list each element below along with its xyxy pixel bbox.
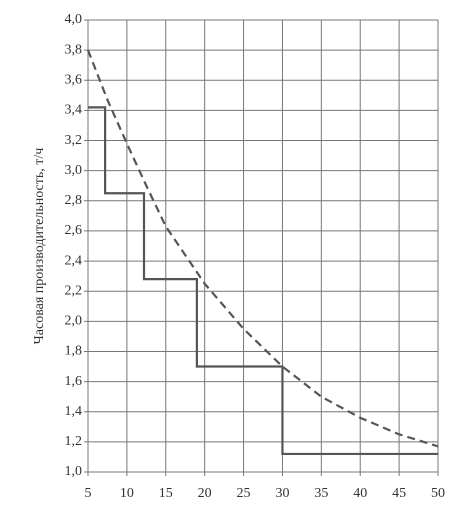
y-tick-label: 2,8	[65, 193, 83, 208]
x-tick-label: 45	[392, 486, 406, 501]
y-tick-label: 3,4	[65, 103, 83, 118]
y-tick-label: 2,6	[65, 223, 83, 238]
x-tick-label: 35	[314, 486, 328, 501]
y-tick-label: 2,2	[65, 283, 83, 298]
y-tick-label: 1,8	[65, 344, 83, 359]
x-tick-label: 40	[353, 486, 367, 501]
y-tick-label: 4,0	[65, 12, 83, 27]
y-axis-label: Часовая производительность, т/ч	[32, 148, 47, 345]
y-tick-label: 2,0	[65, 314, 83, 329]
x-tick-label: 25	[237, 486, 251, 501]
y-tick-label: 3,2	[65, 133, 83, 148]
x-tick-label: 10	[120, 486, 134, 501]
y-tick-label: 1,6	[65, 374, 83, 389]
x-tick-label: 15	[159, 486, 173, 501]
x-tick-label: 20	[198, 486, 212, 501]
x-tick-label: 50	[431, 486, 445, 501]
x-tick-label: 30	[275, 486, 289, 501]
y-tick-label: 2,4	[65, 253, 83, 268]
data-line	[86, 49, 439, 448]
y-tick-label: 3,0	[65, 163, 83, 178]
x-tick-label: 5	[85, 486, 92, 501]
y-tick-label: 3,6	[65, 72, 83, 87]
y-tick-label: 1,2	[65, 434, 83, 449]
y-tick-label: 3,8	[65, 42, 83, 57]
y-tick-label: 1,0	[65, 464, 83, 479]
data-line	[88, 106, 438, 456]
y-tick-label: 1,4	[65, 404, 83, 419]
